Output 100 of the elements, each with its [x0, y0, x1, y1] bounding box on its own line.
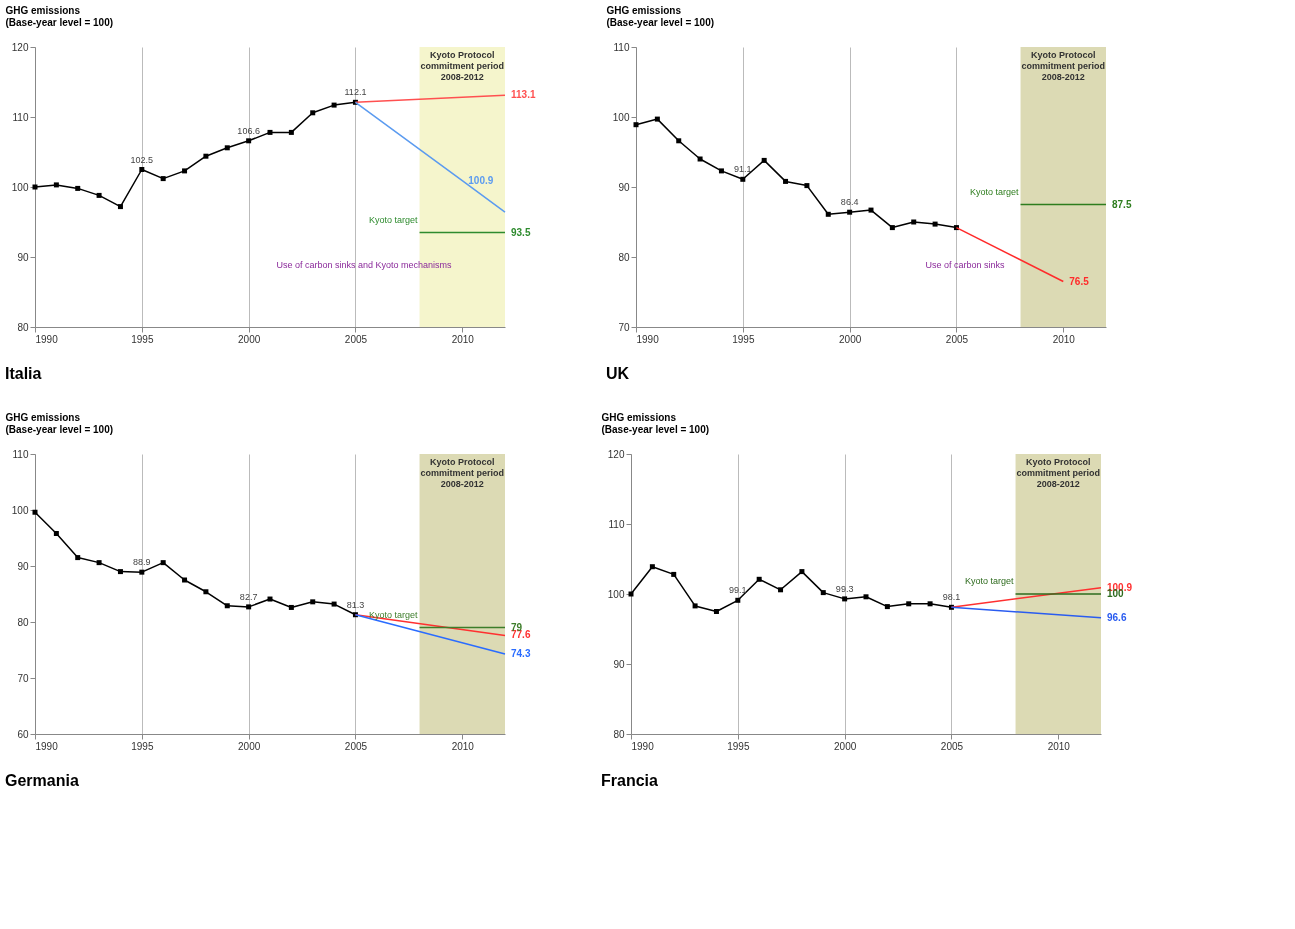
y-tick-label: 100 — [607, 588, 625, 600]
point — [246, 138, 252, 144]
data-label: 76.5 — [1069, 275, 1090, 287]
point — [842, 596, 848, 602]
series-label: Kyoto target — [970, 186, 1020, 197]
point — [718, 168, 724, 174]
y-tick-label: 80 — [17, 321, 29, 333]
y-tick-label: 90 — [618, 181, 630, 193]
y-tick-label: 80 — [618, 251, 630, 263]
point — [778, 587, 784, 593]
point — [267, 129, 273, 135]
y-tick-label: 60 — [17, 728, 29, 740]
text: UK — [606, 365, 630, 382]
data-label: 91.1 — [734, 164, 752, 175]
point — [740, 176, 746, 182]
y-axis-title: GHG emissions (Base-year level = 100) — [5, 4, 114, 28]
point — [160, 176, 166, 182]
point — [633, 122, 639, 128]
point — [75, 555, 81, 561]
y-tick-label: 100 — [11, 181, 29, 193]
data-label: 112.1 — [344, 87, 367, 98]
x-tick-label: 1990 — [35, 333, 59, 345]
x-tick-label: 1990 — [636, 333, 660, 345]
point — [889, 225, 895, 231]
data-label: 82.7 — [239, 591, 258, 602]
y-tick-label: 120 — [607, 448, 625, 460]
point — [331, 102, 337, 108]
band-label: Kyoto Protocol commitment period 2008-2012 — [420, 457, 505, 489]
point — [182, 168, 188, 174]
data-label: 93.5 — [511, 226, 531, 238]
x-tick-label: 2005 — [945, 333, 969, 345]
point — [906, 601, 912, 607]
annotation: Use of carbon sinks and Kyoto mechanisms — [276, 260, 453, 271]
text: Italia — [5, 365, 42, 382]
x-tick-label: 2005 — [344, 740, 368, 752]
series-label: Kyoto target — [369, 609, 419, 620]
point — [761, 157, 767, 163]
x-tick-label: 1995 — [732, 333, 755, 345]
data-label: 96.6 — [1107, 611, 1127, 623]
y-axis-title: GHG emissions (Base-year level = 100) — [606, 4, 715, 28]
point — [203, 153, 209, 159]
point — [847, 209, 853, 215]
x-tick-label: 1995 — [131, 740, 154, 752]
data-label: 88.9 — [133, 557, 151, 568]
point — [697, 156, 703, 162]
point — [654, 116, 660, 122]
point — [53, 531, 59, 537]
data-label: 102.5 — [130, 154, 154, 165]
point — [884, 604, 890, 610]
x-tick-label: 1995 — [131, 333, 154, 345]
annotation: Use of carbon sinks — [925, 260, 1006, 271]
x-tick-label: 2005 — [940, 740, 964, 752]
data-label: 98.1 — [942, 592, 961, 603]
point — [310, 599, 316, 605]
point — [267, 596, 273, 602]
point — [804, 183, 810, 189]
series-label: Kyoto target — [965, 576, 1015, 586]
point — [676, 138, 682, 144]
point — [735, 597, 741, 603]
y-tick-label: 110 — [613, 41, 630, 53]
point — [160, 560, 166, 566]
point — [224, 145, 230, 151]
y-tick-label: 110 — [12, 448, 29, 460]
point — [692, 603, 698, 609]
text: Francia — [601, 772, 659, 789]
y-tick-label: 110 — [12, 111, 29, 123]
band-label: Kyoto Protocol commitment period 2008-2012 — [420, 50, 505, 82]
x-tick-label: 2010 — [1047, 740, 1071, 752]
y-tick-label: 80 — [613, 728, 625, 740]
point — [825, 211, 831, 217]
x-tick-label: 2000 — [834, 740, 857, 752]
point — [117, 569, 123, 575]
y-tick-label: 120 — [11, 41, 29, 53]
data-label: 113.1 — [511, 89, 536, 101]
x-tick-label: 2000 — [839, 333, 862, 345]
point — [783, 178, 789, 184]
point — [32, 509, 38, 515]
point — [671, 571, 677, 577]
point — [799, 569, 805, 575]
y-tick-label: 70 — [618, 321, 630, 333]
point — [75, 185, 81, 191]
x-tick-label: 2010 — [451, 333, 475, 345]
y-axis-title: GHG emissions (Base-year level = 100) — [5, 411, 114, 435]
y-tick-label: 80 — [17, 616, 29, 628]
data-label: 100.9 — [468, 174, 494, 186]
point — [911, 219, 917, 225]
x-tick-label: 2010 — [451, 740, 475, 752]
x-tick-label: 1995 — [727, 740, 750, 752]
data-label: 81.3 — [346, 599, 365, 610]
y-tick-label: 90 — [17, 251, 29, 263]
point — [96, 192, 102, 198]
point — [96, 560, 102, 566]
data-label: 99.3 — [835, 583, 854, 594]
y-tick-label: 110 — [608, 518, 625, 530]
y-axis-title: GHG emissions (Base-year level = 100) — [601, 411, 710, 435]
band-label: Kyoto Protocol commitment period 2008-2012 — [1021, 50, 1106, 82]
point — [246, 604, 252, 610]
point — [863, 594, 869, 600]
text: Germania — [5, 772, 79, 789]
point — [932, 221, 938, 227]
